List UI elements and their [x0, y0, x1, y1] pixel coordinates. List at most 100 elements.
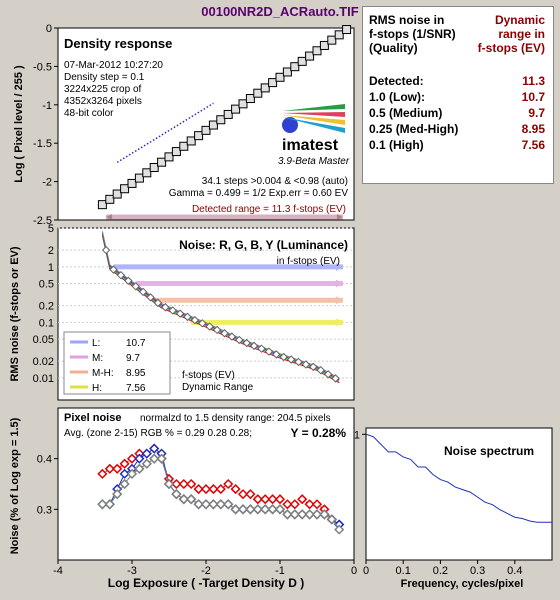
noise-point	[138, 287, 148, 297]
noise-point	[183, 312, 192, 322]
row-label: 0.25 (Med-High)	[369, 122, 459, 136]
y-tick-label: -1.5	[33, 138, 52, 150]
density-point	[253, 88, 263, 98]
y-tick-label: -2	[42, 177, 52, 189]
table-row: 0.5 (Medium) 9.7	[369, 105, 545, 121]
noise-point	[316, 365, 325, 375]
density-point	[231, 104, 241, 114]
density-point	[97, 200, 107, 210]
pixel-point	[149, 453, 160, 464]
pixel-point	[215, 499, 226, 510]
y-tick-label: 0.1	[39, 317, 54, 329]
pixel-point	[237, 504, 249, 515]
pixel-point	[311, 499, 323, 510]
y-tick-label: 1	[48, 262, 54, 274]
y-tick-label: 0.3	[37, 504, 52, 516]
noise-point	[153, 298, 163, 308]
y-tick-label: 0.01	[33, 373, 54, 385]
noise-point	[286, 355, 296, 364]
pixel-point	[304, 509, 315, 520]
y-tick-label: 0.02	[33, 356, 54, 368]
steps-line: 34.1 steps >0.004 & <0.98 (auto)	[202, 176, 348, 187]
pixel-point	[267, 504, 278, 515]
pixel-point	[200, 484, 212, 495]
noise-point	[220, 329, 229, 338]
logo-version: 3.9-Beta Master	[278, 156, 350, 167]
pixel-point	[208, 499, 219, 510]
y-tick-label: -2.5	[33, 215, 52, 227]
pixel-point	[297, 509, 308, 520]
col1-line1: RMS noise in	[369, 13, 445, 27]
pixel-point	[119, 468, 130, 479]
row-value: 7.56	[521, 138, 545, 152]
row-label: Detected:	[369, 74, 424, 88]
legend-value: 9.7	[126, 353, 140, 364]
density-point	[260, 83, 270, 93]
y-tick-label: 0	[46, 23, 52, 35]
y-tick-label: 5	[48, 223, 54, 235]
pixel-point	[297, 494, 308, 505]
pixel-y-value: Y = 0.28%	[291, 426, 347, 440]
x-tick-label: -2	[201, 565, 211, 577]
spectrum-heading: Noise spectrum	[444, 444, 534, 458]
legend-value: 8.95	[126, 368, 146, 379]
pixel-point	[193, 499, 204, 510]
pixel-point	[215, 484, 226, 495]
noise-point	[190, 315, 200, 325]
noise-point	[175, 309, 185, 318]
density-point	[208, 120, 218, 130]
logo-text: imatest	[282, 137, 339, 154]
pixel-point	[163, 478, 175, 490]
y-tick-label: 2	[48, 245, 54, 257]
pixel-point	[171, 489, 182, 500]
x-tick-label: 0.2	[433, 565, 448, 577]
noise-point	[212, 325, 222, 335]
x-tick-label: 0.4	[507, 565, 522, 577]
pixel-point	[178, 494, 189, 505]
row-value: 9.7	[528, 106, 545, 120]
pixel-ylabel: Noise (% of Log exp = 1.5)	[9, 417, 21, 554]
info-line: Density step = 0.1	[64, 72, 145, 83]
density-point	[127, 178, 137, 188]
page-title: 00100NR2D_ACRauto.TIF	[201, 4, 359, 19]
pixel-xlabel: Log Exposure ( -Target Density D )	[108, 576, 304, 590]
pixel-point	[282, 499, 293, 510]
pixel-point	[134, 463, 145, 474]
pixel-point	[289, 509, 300, 520]
pixel-point	[223, 499, 234, 510]
density-point	[297, 56, 307, 66]
logo-ray	[282, 104, 345, 111]
noise-point	[257, 344, 266, 353]
row-value: 10.7	[521, 90, 545, 104]
noise-point	[249, 341, 259, 351]
table-row: 0.1 (High) 7.56	[369, 137, 545, 153]
legend-key: M:	[92, 353, 103, 364]
legend-key: H:	[92, 383, 102, 394]
pixel-point	[112, 489, 123, 500]
y-tick-label: -0.5	[33, 61, 52, 73]
noise-point	[109, 265, 118, 274]
pixel-noise-plot: -4 -3 -2 -1 0 0.3 0.4	[37, 443, 357, 577]
info-line: 48-bit color	[64, 108, 114, 119]
band-arrow-icon	[335, 318, 343, 327]
pixel-point	[134, 453, 145, 464]
table-row: 0.25 (Med-High) 8.95	[369, 121, 545, 137]
noise-ylabel: RMS noise (f-stops or EV)	[9, 246, 21, 381]
row-label: 0.1 (High)	[369, 138, 424, 152]
pixel-point	[119, 458, 130, 469]
noise-heading: Noise: R, G, B, Y (Luminance)	[179, 238, 348, 252]
density-point	[282, 67, 292, 77]
y-tick-label: 0.05	[33, 334, 54, 346]
band-arrow-icon	[335, 279, 343, 288]
gamma-line: Gamma = 0.499 = 1/2 Exp.err = 0.60 EV	[169, 188, 349, 199]
noise-point	[242, 338, 251, 348]
logo-ray	[282, 112, 345, 117]
dynamic-range-table: RMS noise in f-stops (1/SNR) (Quality) D…	[362, 6, 554, 184]
table-body: Detected: 11.3 1.0 (Low): 10.7 0.5 (Medi…	[369, 73, 545, 153]
density-point	[134, 173, 144, 183]
pixel-avg-line: Avg. (zone 2-15) RGB % = 0.29 0.28 0.28;	[64, 428, 252, 439]
density-point	[305, 51, 315, 61]
spectrum-plot: 0 0.1 0.2 0.3 0.4 1	[354, 429, 552, 577]
fit-line	[116, 102, 214, 164]
pixel-point	[208, 484, 219, 495]
